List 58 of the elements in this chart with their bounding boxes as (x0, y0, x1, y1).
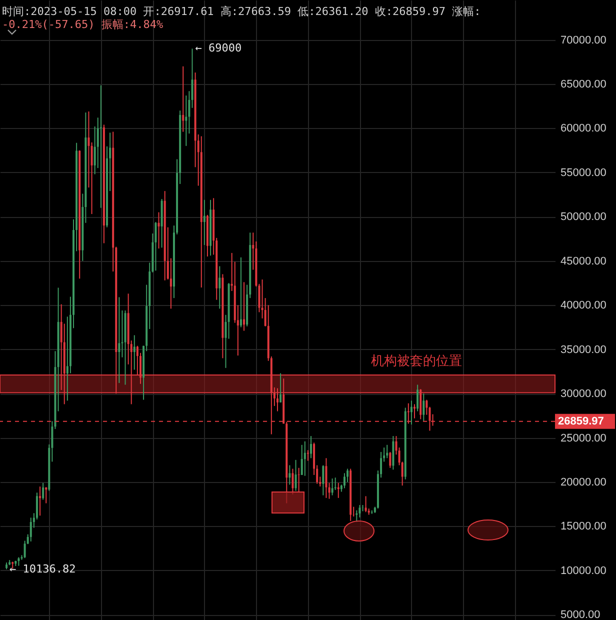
y-tick-label: 20000.00 (560, 476, 606, 489)
candlestick (158, 212, 160, 250)
candlestick (42, 482, 44, 500)
band-label: 机构被套的位置 (370, 354, 462, 370)
candlestick (325, 458, 328, 498)
candlestick (364, 496, 367, 513)
candlestick (218, 266, 221, 310)
candlestick (133, 334, 136, 370)
candlestick (90, 142, 93, 215)
candlestick (358, 504, 361, 518)
candlestick (304, 440, 306, 476)
y-tick-label: 35000.00 (560, 344, 606, 356)
candlestick (154, 221, 157, 272)
text: -0.21%(-57.65) 振幅:4.84% (2, 18, 164, 31)
y-tick-label: 50000.00 (560, 211, 606, 224)
y-tick-label: 30000.00 (560, 388, 606, 400)
candlestick (118, 296, 120, 384)
candlestick (276, 388, 278, 412)
y-tick-label: 55000.00 (560, 166, 606, 179)
candlestick (182, 66, 184, 132)
candlestick (389, 451, 392, 468)
candlestick (328, 482, 330, 500)
candlestick (300, 444, 303, 476)
ref-line-label: 26859.97 (558, 415, 604, 428)
y-tick-label: 45000.00 (560, 255, 606, 268)
candlestick (410, 400, 412, 426)
candlestick (185, 95, 188, 146)
candlestick (395, 436, 398, 456)
annotation: ← 10136.82 (10, 562, 76, 576)
candlestick (39, 486, 42, 516)
annotation: ← 69000 (195, 42, 242, 55)
y-tick-label: 25000.00 (560, 432, 606, 444)
candlestick (45, 486, 48, 504)
candlestick (422, 393, 425, 422)
candlestick (243, 282, 246, 332)
candlestick (224, 314, 227, 368)
candlestick (30, 517, 32, 542)
y-tick-label: 15000.00 (560, 520, 606, 533)
candlestick (280, 372, 282, 403)
candlestick (322, 464, 324, 496)
candlestick (331, 478, 334, 496)
candlestick (294, 459, 297, 492)
y-tick-label: 5000.00 (560, 609, 600, 620)
y-tick-label: 70000.00 (560, 34, 606, 46)
candlestick (343, 472, 346, 489)
candlestick (203, 199, 206, 246)
candlestick (386, 444, 388, 459)
y-tick-label: 65000.00 (560, 78, 606, 91)
candlestick (240, 256, 242, 328)
candlestick (88, 110, 90, 188)
text: 时间:2023-05-15 08:00 开:26917.61 高:27663.59 低:26361.20 收:26859.97 涨幅: (2, 5, 481, 18)
candlestick (416, 384, 419, 412)
candlestick (288, 464, 291, 486)
candlestick (298, 467, 300, 492)
y-tick-label: 40000.00 (560, 300, 606, 312)
y-tick-label: 60000.00 (560, 122, 606, 135)
y-tick-label: 10000.00 (560, 564, 606, 577)
candlestick (310, 436, 312, 459)
